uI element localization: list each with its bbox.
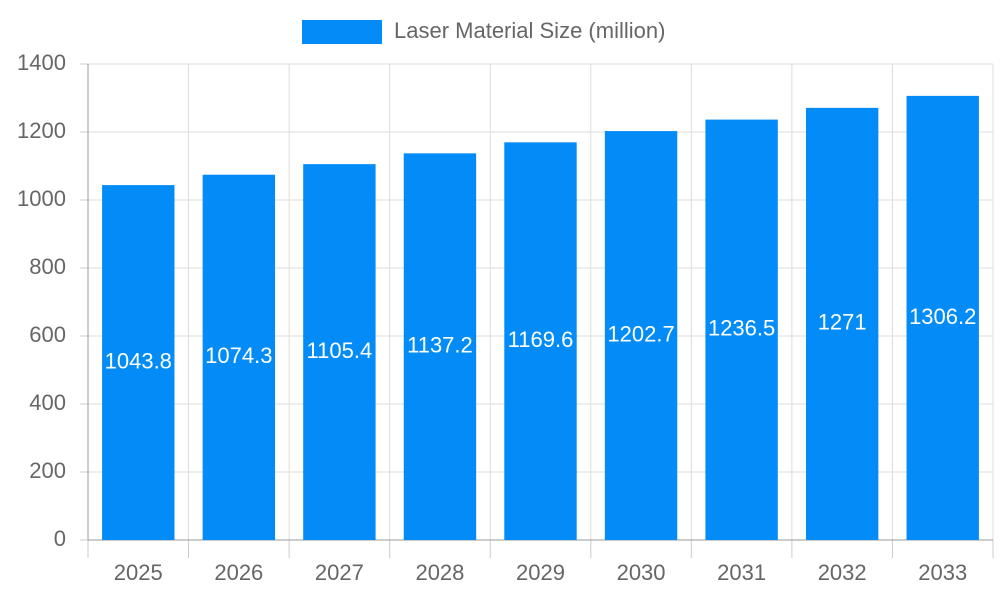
y-tick-label: 1400 — [17, 50, 66, 75]
bar — [604, 131, 678, 540]
bar — [403, 153, 477, 541]
bar — [102, 185, 175, 540]
x-tick-label: 2029 — [516, 560, 565, 585]
x-tick-label: 2027 — [315, 560, 364, 585]
x-tick-label: 2032 — [818, 560, 867, 585]
legend-swatch — [302, 20, 382, 44]
value-label: 1105.4 — [307, 338, 373, 363]
bar — [303, 164, 376, 540]
bar — [504, 142, 577, 540]
y-tick-label: 1000 — [17, 186, 66, 211]
y-tick-label: 0 — [54, 526, 66, 551]
bar — [805, 107, 879, 541]
value-label: 1271 — [818, 310, 867, 335]
legend-label: Laser Material Size (million) — [394, 18, 665, 43]
value-label: 1137.2 — [407, 332, 473, 357]
value-label: 1043.8 — [105, 348, 172, 373]
bar — [705, 119, 778, 540]
value-label: 1306.2 — [909, 304, 976, 329]
x-tick-label: 2030 — [617, 560, 666, 585]
y-tick-label: 600 — [29, 322, 66, 347]
bar — [202, 174, 276, 540]
y-tick-label: 1200 — [17, 118, 66, 143]
y-tick-label: 200 — [29, 458, 66, 483]
x-tick-label: 2028 — [415, 560, 464, 585]
x-tick-label: 2033 — [918, 560, 967, 585]
value-label: 1202.7 — [607, 321, 674, 346]
y-tick-label: 800 — [29, 254, 66, 279]
x-tick-label: 2025 — [114, 560, 163, 585]
x-tick-label: 2026 — [214, 560, 263, 585]
x-tick-label: 2031 — [717, 560, 766, 585]
value-label: 1074.3 — [205, 343, 272, 368]
value-label: 1169.6 — [508, 327, 574, 352]
y-tick-label: 400 — [29, 390, 66, 415]
value-label: 1236.5 — [708, 316, 775, 341]
bar — [906, 95, 979, 540]
